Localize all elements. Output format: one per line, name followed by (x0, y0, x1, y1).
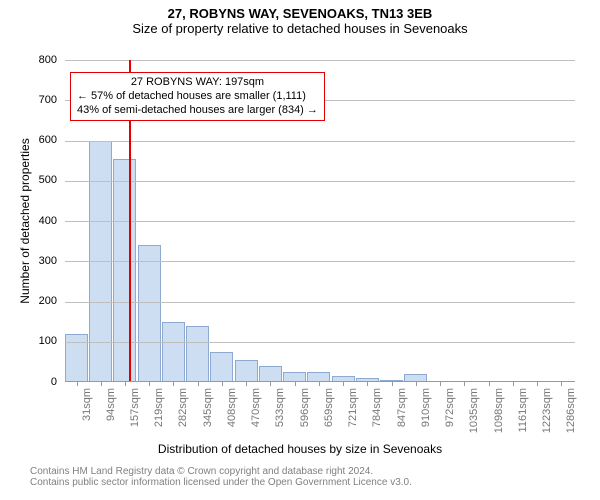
attribution-line-2: Contains public sector information licen… (30, 477, 600, 488)
x-tick-label: 533sqm (274, 388, 286, 448)
y-tick-label: 400 (0, 215, 57, 227)
x-tick-label: 910sqm (420, 388, 432, 448)
histogram-bar (162, 322, 185, 382)
x-tick (270, 382, 271, 386)
x-tick-label: 596sqm (299, 388, 311, 448)
histogram-bar (138, 245, 161, 382)
x-tick (198, 382, 199, 386)
x-tick (173, 382, 174, 386)
gridline (65, 60, 575, 61)
chart-subtitle: Size of property relative to detached ho… (0, 21, 600, 36)
x-axis-baseline (65, 381, 575, 382)
callout-line-2: ← 57% of detached houses are smaller (1,… (77, 90, 318, 104)
x-tick-label: 408sqm (226, 388, 238, 448)
y-tick-label: 300 (0, 255, 57, 267)
y-tick-label: 700 (0, 94, 57, 106)
x-tick (513, 382, 514, 386)
x-tick (416, 382, 417, 386)
x-tick-label: 1286sqm (565, 388, 577, 448)
callout-line-3: 43% of semi-detached houses are larger (… (77, 104, 318, 118)
y-tick-label: 800 (0, 54, 57, 66)
x-tick (77, 382, 78, 386)
property-size-histogram: 27, ROBYNS WAY, SEVENOAKS, TN13 3EB Size… (0, 0, 600, 500)
histogram-bar (186, 326, 209, 382)
x-tick-label: 1098sqm (493, 388, 505, 448)
x-tick-label: 784sqm (371, 388, 383, 448)
x-tick-label: 94sqm (105, 388, 117, 448)
x-tick-label: 157sqm (129, 388, 141, 448)
x-axis-label: Distribution of detached houses by size … (0, 442, 600, 456)
x-tick (149, 382, 150, 386)
x-tick (319, 382, 320, 386)
gridline (65, 221, 575, 222)
x-tick-label: 31sqm (81, 388, 93, 448)
histogram-bar (113, 159, 136, 382)
y-tick-label: 500 (0, 174, 57, 186)
chart-title-address: 27, ROBYNS WAY, SEVENOAKS, TN13 3EB (0, 0, 600, 21)
gridline (65, 342, 575, 343)
y-tick-label: 200 (0, 295, 57, 307)
x-tick-label: 659sqm (323, 388, 335, 448)
x-tick (464, 382, 465, 386)
x-tick (295, 382, 296, 386)
x-tick-label: 847sqm (396, 388, 408, 448)
x-tick-label: 1223sqm (541, 388, 553, 448)
x-tick-label: 219sqm (153, 388, 165, 448)
x-tick-label: 972sqm (444, 388, 456, 448)
x-tick (343, 382, 344, 386)
y-tick-label: 600 (0, 134, 57, 146)
x-tick (246, 382, 247, 386)
x-tick (489, 382, 490, 386)
x-tick (537, 382, 538, 386)
callout-box: 27 ROBYNS WAY: 197sqm ← 57% of detached … (70, 72, 325, 121)
y-tick-label: 100 (0, 335, 57, 347)
gridline (65, 261, 575, 262)
x-tick-label: 1161sqm (517, 388, 529, 448)
attribution: Contains HM Land Registry data © Crown c… (0, 466, 600, 488)
histogram-bar (259, 366, 282, 382)
gridline (65, 181, 575, 182)
callout-line-1: 27 ROBYNS WAY: 197sqm (77, 76, 318, 90)
x-tick (367, 382, 368, 386)
x-tick-label: 470sqm (250, 388, 262, 448)
x-tick (101, 382, 102, 386)
x-tick-label: 1035sqm (468, 388, 480, 448)
x-tick (222, 382, 223, 386)
x-tick (561, 382, 562, 386)
x-tick (440, 382, 441, 386)
plot-area: 27 ROBYNS WAY: 197sqm ← 57% of detached … (65, 60, 575, 382)
x-tick (125, 382, 126, 386)
x-tick-label: 721sqm (347, 388, 359, 448)
x-tick (392, 382, 393, 386)
histogram-bar (235, 360, 258, 382)
x-tick-label: 345sqm (202, 388, 214, 448)
y-tick-label: 0 (0, 376, 57, 388)
histogram-bar (210, 352, 233, 382)
gridline (65, 141, 575, 142)
attribution-line-1: Contains HM Land Registry data © Crown c… (30, 466, 600, 477)
gridline (65, 302, 575, 303)
x-tick-label: 282sqm (177, 388, 189, 448)
